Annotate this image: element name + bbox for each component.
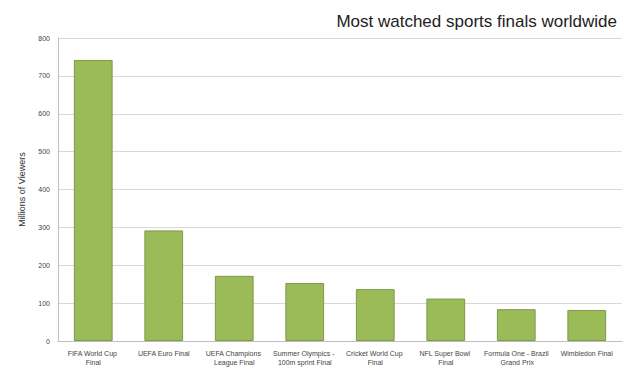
svg-text:Grand Prix: Grand Prix <box>499 359 535 366</box>
svg-text:200: 200 <box>38 262 50 269</box>
svg-text:NFL Super Bowl: NFL Super Bowl <box>419 350 472 358</box>
svg-text:400: 400 <box>38 186 50 193</box>
svg-text:100: 100 <box>38 300 50 307</box>
svg-text:Final: Final <box>438 359 454 366</box>
svg-text:Formula One - Brazil: Formula One - Brazil <box>484 350 549 357</box>
svg-text:300: 300 <box>38 224 50 231</box>
svg-text:Wimbledon Final: Wimbledon Final <box>561 350 614 357</box>
svg-text:FIFA World Cup: FIFA World Cup <box>68 350 119 358</box>
svg-text:Millions of Viewers: Millions of Viewers <box>17 152 27 227</box>
svg-text:700: 700 <box>38 72 50 79</box>
svg-text:500: 500 <box>38 148 50 155</box>
svg-text:Final: Final <box>368 359 384 366</box>
svg-text:0: 0 <box>46 338 50 345</box>
svg-text:UEFA Champions: UEFA Champions <box>206 350 263 358</box>
svg-text:Summer Olympics -: Summer Olympics - <box>273 350 336 358</box>
svg-text:League Final: League Final <box>214 359 255 367</box>
svg-text:600: 600 <box>38 110 50 117</box>
svg-text:Final: Final <box>86 359 102 366</box>
svg-text:Cricket World Cup: Cricket World Cup <box>346 350 405 358</box>
svg-text:800: 800 <box>38 35 50 42</box>
svg-text:UEFA Euro Final: UEFA Euro Final <box>138 350 190 357</box>
svg-text:Most watched sports finals wor: Most watched sports finals worldwide <box>336 12 617 31</box>
svg-text:100m sprint Final: 100m sprint Final <box>278 359 332 367</box>
